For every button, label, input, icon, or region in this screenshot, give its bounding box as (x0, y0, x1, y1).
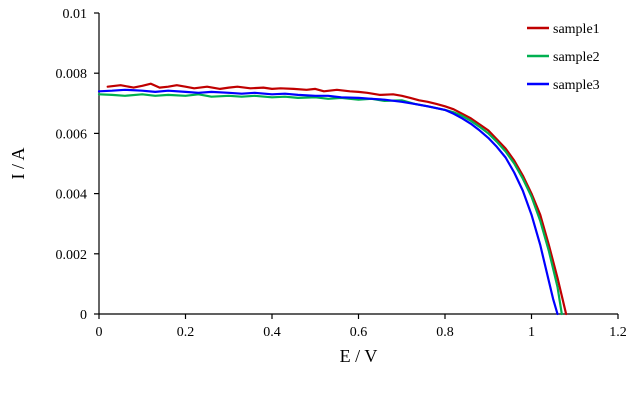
x-tick-label: 0.4 (263, 325, 281, 340)
series-line-sample1 (106, 82, 568, 316)
legend-label-sample2: sample2 (553, 50, 600, 65)
legend-label-sample3: sample3 (553, 78, 600, 93)
y-axis-title: I / A (8, 147, 28, 179)
x-tick-label: 1 (528, 325, 535, 340)
legend-label-sample1: sample1 (553, 22, 600, 37)
x-axis-title: E / V (340, 346, 378, 366)
series-line-sample2 (97, 93, 563, 316)
x-tick-label: 0 (96, 325, 103, 340)
axes (98, 13, 618, 315)
x-tick-label: 0.2 (177, 325, 195, 340)
x-tick-label: 1.2 (609, 325, 627, 340)
y-tick-label: 0.006 (56, 127, 88, 142)
y-tick-label: 0.004 (56, 188, 88, 203)
y-tick-label: 0.002 (56, 248, 88, 263)
legend: sample1 sample2 sample3 (527, 22, 600, 93)
ticks: 0 0.2 0.4 0.6 0.8 1 1.2 0 0.002 0.004 0.006 0.008 0.… (56, 7, 627, 340)
y-tick-label: 0.01 (63, 7, 88, 22)
x-tick-label: 0.6 (350, 325, 368, 340)
y-tick-label: 0.008 (56, 67, 88, 82)
x-tick-label: 0.8 (436, 325, 454, 340)
y-tick-label: 0 (80, 308, 87, 323)
series-line-sample3 (97, 88, 559, 316)
series-layer (97, 82, 568, 316)
